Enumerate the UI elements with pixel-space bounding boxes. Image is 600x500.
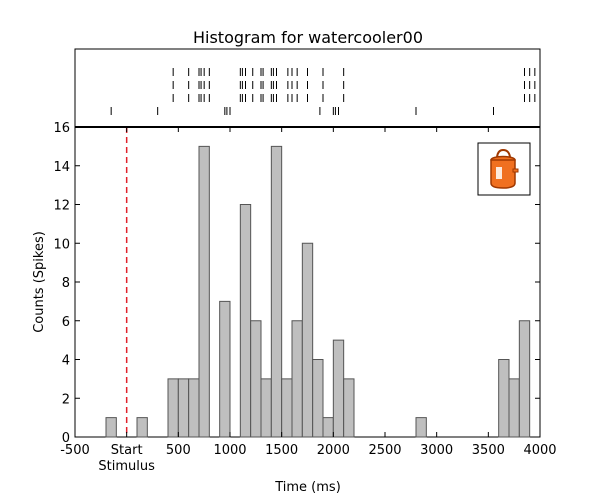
histogram-bar	[332, 339, 345, 438]
x-tick-label: 3000	[420, 443, 453, 458]
x-tick-label: 500	[166, 443, 191, 458]
ticks-group: -500 Start 500 1000 1500 2000 2500 3000 3500 4000…	[53, 121, 556, 458]
histogram-bar	[322, 417, 334, 438]
histogram-bar	[518, 320, 531, 438]
histogram-bar	[198, 145, 210, 438]
stimulus-label: Stimulus	[98, 459, 155, 474]
x-tick-label: 2500	[368, 443, 401, 458]
x-axis-label: Time (ms)	[274, 480, 341, 495]
y-tick-label: 6	[62, 315, 70, 330]
raster-group	[110, 68, 536, 115]
bars-group	[105, 145, 531, 438]
y-tick-label: 14	[53, 160, 70, 175]
y-tick-label: 2	[62, 392, 70, 407]
histogram-bar	[291, 320, 303, 438]
histogram-bar	[250, 320, 262, 438]
y-tick-label: 0	[62, 431, 70, 446]
y-tick-label: 12	[53, 199, 70, 214]
y-axis-label: Counts (Spikes)	[32, 231, 47, 333]
y-tick-label: 4	[62, 354, 70, 369]
y-tick-label: 16	[53, 121, 70, 136]
histogram-bar	[270, 145, 283, 438]
y-tick-label: 10	[53, 237, 70, 252]
histogram-bar	[343, 378, 355, 438]
watercooler-icon	[477, 142, 531, 196]
y-tick-label: 8	[62, 276, 70, 291]
x-tick-label: 2000	[317, 443, 350, 458]
histogram-bar	[260, 378, 272, 438]
histogram-bar	[136, 417, 148, 438]
histogram-bar	[177, 378, 190, 438]
x-tick-label: -500	[60, 443, 90, 458]
histogram-bar	[498, 359, 510, 438]
histogram-bar	[167, 378, 179, 438]
histogram-bar	[508, 378, 520, 438]
histogram-bar	[105, 417, 117, 438]
x-tick-label: 3500	[472, 443, 505, 458]
histogram-bar	[281, 378, 293, 438]
histogram-bar	[188, 378, 200, 438]
histogram-bar	[312, 359, 324, 438]
x-tick-label: 1500	[265, 443, 298, 458]
histogram-bar	[301, 242, 314, 438]
chart-title: Histogram for watercooler00	[193, 28, 423, 47]
x-tick-label: 4000	[523, 443, 556, 458]
histogram-bar	[219, 300, 231, 438]
histogram-bar	[239, 204, 252, 438]
histogram-bar	[415, 417, 427, 438]
x-tick-label: Start	[111, 443, 143, 458]
x-tick-label: 1000	[213, 443, 246, 458]
